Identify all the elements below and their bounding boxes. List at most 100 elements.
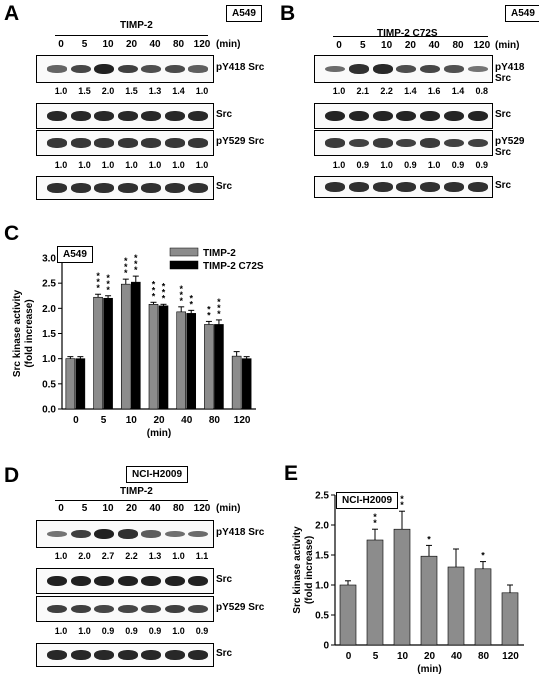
panel-b-band xyxy=(420,182,441,192)
panel-e-y-tick-label: 0.5 xyxy=(315,611,329,622)
panel-c-bar xyxy=(158,305,169,410)
panel-c-significance-star: * xyxy=(134,253,138,263)
panel-d-quant-value: 0.9 xyxy=(195,626,209,636)
panel-a-band xyxy=(47,138,67,148)
panel-d-quant-value: 1.0 xyxy=(172,551,185,561)
panel-b-band xyxy=(372,182,393,192)
panel-d-band xyxy=(164,530,185,538)
panel-c-significance-star: * xyxy=(179,284,183,294)
panel-d-quant-value: 0.9 xyxy=(148,626,162,636)
panel-a-quant-value: 1.0 xyxy=(125,160,138,170)
panel-c-bar xyxy=(130,281,141,410)
panel-a-time-point: 5 xyxy=(81,39,88,50)
panel-b-quant-value: 1.0 xyxy=(332,160,346,170)
panel-c-bar xyxy=(120,283,131,410)
panel-b-quant-value: 0.8 xyxy=(475,86,489,96)
panel-b-blot-strip xyxy=(314,176,493,198)
panel-d-band xyxy=(47,604,67,614)
panel-d-band xyxy=(117,650,138,660)
panel-a-band xyxy=(164,111,185,121)
panel-b-band xyxy=(348,182,369,192)
panel-e-bar-chart: 0 0.5 1.0 1.5 2.0 2.5 Src kinase activity (fold… xyxy=(292,491,524,675)
panel-d-band xyxy=(164,604,185,614)
panel-e-cell-line-label: NCI-H2009 xyxy=(336,492,399,509)
panel-d-band xyxy=(117,604,138,614)
panel-b-band xyxy=(348,64,369,74)
panel-c-x-tick-label: 80 xyxy=(209,415,221,426)
panel-a-band xyxy=(117,183,138,193)
panel-d-band xyxy=(70,529,91,539)
panel-b-band xyxy=(325,65,345,73)
panel-d-time-point: 10 xyxy=(102,503,114,514)
panel-c-significance-star: * xyxy=(152,285,156,295)
panel-a-band xyxy=(117,111,138,121)
panel-a-treatment-bar xyxy=(55,35,208,36)
panel-b-blot-label: pY529 Src xyxy=(495,136,525,158)
panel-c-bar xyxy=(93,296,103,410)
panel-d-blot-label: pY418 Src xyxy=(216,527,265,538)
panel-c-cell-line-label: A549 xyxy=(57,246,93,263)
panel-d-quant-value: 2.7 xyxy=(101,551,115,561)
panel-c-significance-star: * xyxy=(134,259,138,269)
panel-d-band xyxy=(188,575,208,587)
panel-b-band xyxy=(396,64,417,74)
panel-d-treatment-bar xyxy=(55,500,208,501)
panel-d-band xyxy=(188,530,208,538)
panel-d-band xyxy=(141,604,161,614)
panel-a-quant-value: 1.0 xyxy=(78,160,91,170)
panel-d-time-unit: (min) xyxy=(216,503,241,514)
panel-d-quant-value: 1.0 xyxy=(172,626,185,636)
panel-c-significance-star: * xyxy=(162,293,166,303)
panel-b-blot-strip xyxy=(314,103,493,129)
panel-d-quant-value: 1.0 xyxy=(54,551,68,561)
panel-b-quant-value: 1.0 xyxy=(427,160,441,170)
panel-c-bar xyxy=(176,311,187,410)
panel-c-y-tick-label: 1.5 xyxy=(42,329,56,340)
panel-b-blot-label: Src xyxy=(495,109,512,120)
panel-c-y-tick-label: 2.0 xyxy=(42,304,56,315)
panel-b-band xyxy=(420,110,441,122)
panel-c-significance-star: * xyxy=(189,299,193,309)
panel-e-bar xyxy=(501,592,519,646)
panel-b-time-unit: (min) xyxy=(495,40,520,51)
panel-b-blot-strip xyxy=(314,130,493,156)
panel-a-blot-strip xyxy=(36,176,214,200)
panel-a-band xyxy=(141,138,161,148)
panel-c-significance-star: * xyxy=(134,265,138,275)
panel-c-significance-star: * xyxy=(106,273,110,283)
panel-c-significance-star: * xyxy=(217,297,221,307)
panel-d-band xyxy=(188,650,208,660)
panel-a-time-unit: (min) xyxy=(216,39,241,50)
panel-c-legend-swatch xyxy=(169,260,199,270)
panel-e-x-tick-label: 10 xyxy=(397,651,409,662)
panel-a-quant-value: 1.0 xyxy=(148,160,162,170)
panel-a-blot-label: Src xyxy=(216,109,233,120)
panel-b-time-point: 5 xyxy=(360,40,366,51)
panel-b-band xyxy=(325,138,345,148)
panel-c-x-tick-label: 40 xyxy=(181,415,193,426)
panel-e-x-tick-label: 120 xyxy=(502,651,519,662)
panel-a-quant-value: 1.0 xyxy=(54,86,68,96)
panel-d-band xyxy=(70,604,91,614)
panel-e-x-tick-label: 0 xyxy=(346,651,352,662)
panel-c-significance-star: * xyxy=(189,293,193,303)
panel-d-quant-value: 2.2 xyxy=(125,551,138,561)
panel-c-significance-star: * xyxy=(152,291,156,301)
panel-a-band xyxy=(70,64,91,74)
panel-b-band xyxy=(325,182,345,192)
panel-e-x-tick-label: 20 xyxy=(424,651,436,662)
panel-d-time-point: 120 xyxy=(193,503,211,514)
panel-a-band xyxy=(70,183,91,193)
panel-e-y-tick-label: 2.5 xyxy=(315,491,329,502)
panel-c-y-axis-label: Src kinase activity xyxy=(12,289,23,377)
panel-e-letter: E xyxy=(284,462,299,485)
panel-e-y-axis-label: Src kinase activity xyxy=(292,526,303,614)
panel-c-x-tick-label: 20 xyxy=(153,415,165,426)
panel-c-significance-star: * xyxy=(162,287,166,297)
panel-a-band xyxy=(141,111,161,121)
panel-b-quant-value: 1.0 xyxy=(332,86,346,96)
panel-c-x-tick-label: 5 xyxy=(101,415,107,426)
panel-a-band xyxy=(164,138,185,148)
panel-c-bar xyxy=(148,304,159,410)
panel-d-band xyxy=(47,575,67,587)
